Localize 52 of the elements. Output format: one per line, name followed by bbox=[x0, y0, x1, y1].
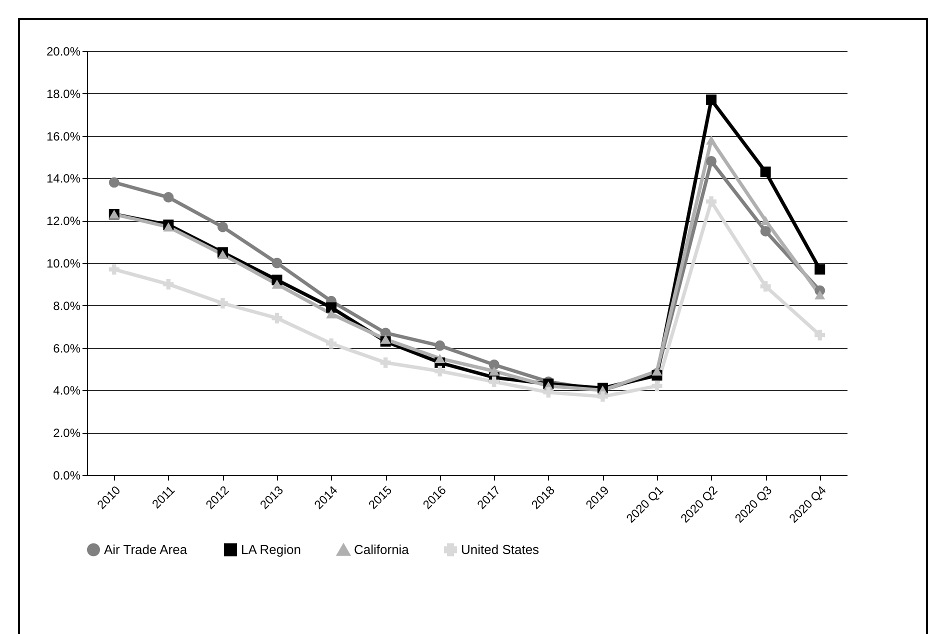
point bbox=[760, 226, 771, 236]
point bbox=[163, 278, 174, 290]
point bbox=[434, 340, 446, 351]
y-tick-label: 14.0% bbox=[46, 172, 81, 186]
point bbox=[814, 290, 826, 300]
point bbox=[652, 366, 662, 376]
y-tick-label: 12.0% bbox=[46, 214, 81, 228]
legend-label: Air Trade Area bbox=[104, 542, 188, 557]
point bbox=[488, 360, 500, 370]
y-tick-label: 2.0% bbox=[53, 426, 81, 440]
point bbox=[760, 216, 771, 226]
point bbox=[380, 357, 391, 368]
y-tick-label: 20.0% bbox=[46, 44, 81, 58]
point bbox=[706, 156, 717, 166]
point bbox=[434, 366, 446, 376]
point bbox=[217, 250, 228, 260]
point bbox=[488, 376, 500, 387]
point bbox=[597, 391, 608, 402]
y-tick-label: 18.0% bbox=[46, 86, 81, 101]
point bbox=[163, 222, 174, 232]
point bbox=[814, 264, 826, 275]
point bbox=[163, 192, 174, 203]
point bbox=[217, 222, 228, 232]
point bbox=[380, 334, 391, 344]
point bbox=[543, 387, 554, 398]
point bbox=[272, 258, 282, 268]
point bbox=[326, 309, 337, 318]
point bbox=[326, 302, 337, 313]
point bbox=[488, 366, 500, 376]
point bbox=[760, 281, 771, 292]
legend-label: California bbox=[354, 542, 410, 558]
point bbox=[272, 312, 282, 324]
legend-label: LA Region bbox=[241, 542, 301, 557]
point bbox=[706, 136, 717, 145]
point bbox=[434, 354, 446, 363]
y-tick-label: 10.0% bbox=[46, 256, 81, 270]
point bbox=[108, 264, 120, 275]
point bbox=[706, 196, 717, 207]
y-tick-label: 8.0% bbox=[53, 298, 81, 313]
point bbox=[706, 94, 717, 106]
y-tick-label: 4.0% bbox=[53, 384, 81, 398]
y-tick-label: 0.0% bbox=[53, 468, 81, 482]
point bbox=[814, 330, 826, 340]
point bbox=[272, 280, 282, 289]
point bbox=[652, 380, 662, 392]
point bbox=[108, 177, 120, 188]
y-tick-label: 16.0% bbox=[46, 129, 81, 144]
point bbox=[760, 166, 771, 178]
point bbox=[217, 298, 228, 309]
legend-label: United States bbox=[461, 542, 540, 557]
y-tick-label: 6.0% bbox=[53, 341, 81, 356]
point bbox=[326, 338, 337, 349]
